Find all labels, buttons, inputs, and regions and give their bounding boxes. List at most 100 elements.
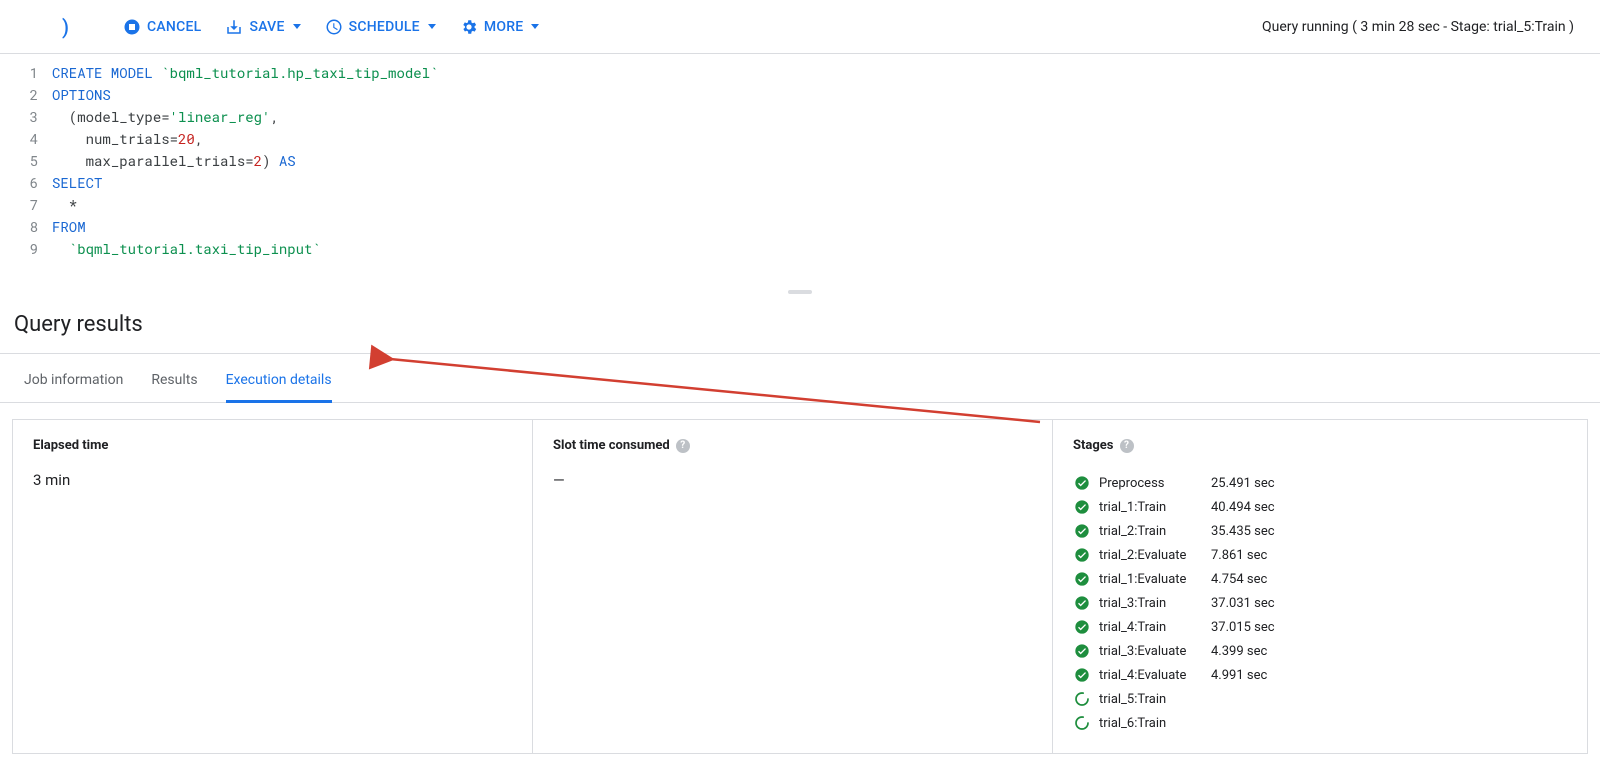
stage-duration: 37.031 sec	[1211, 596, 1275, 611]
more-button[interactable]: MORE	[460, 18, 540, 36]
editor-gutter: 1 2 3 4 5 6 7 8 9	[0, 62, 52, 260]
query-status-text: Query running ( 3 min 28 sec - Stage: tr…	[1262, 19, 1588, 35]
run-button-paren[interactable]: )	[62, 15, 69, 39]
help-icon[interactable]: ?	[1120, 439, 1134, 453]
tab-job-information[interactable]: Job information	[24, 372, 123, 402]
cancel-label: CANCEL	[147, 19, 201, 35]
help-icon[interactable]: ?	[676, 439, 690, 453]
schedule-button[interactable]: SCHEDULE	[325, 18, 436, 36]
stage-duration: 40.494 sec	[1211, 500, 1275, 515]
code-token: num_trials	[86, 129, 170, 148]
stage-name: trial_4:Evaluate	[1099, 668, 1211, 683]
stage-name: Preprocess	[1099, 476, 1211, 491]
line-number: 9	[0, 238, 38, 260]
code-token	[52, 129, 86, 148]
stage-name: trial_1:Evaluate	[1099, 572, 1211, 587]
line-number: 4	[0, 128, 38, 150]
stage-duration: 4.399 sec	[1211, 644, 1267, 659]
chevron-down-icon	[531, 24, 539, 29]
code-token: 20	[178, 129, 195, 148]
editor-code[interactable]: CREATE MODEL `bqml_tutorial.hp_taxi_tip_…	[52, 62, 438, 260]
code-token: ,	[270, 107, 278, 126]
line-number: 2	[0, 84, 38, 106]
code-token: (	[52, 107, 77, 126]
code-token: 'linear_reg'	[170, 107, 271, 126]
line-number: 1	[0, 62, 38, 84]
stage-duration: 4.991 sec	[1211, 668, 1267, 683]
code-token: 2	[254, 151, 262, 170]
stages-table: Preprocess25.491 sectrial_1:Train40.494 …	[1073, 471, 1567, 735]
stage-row: trial_3:Train37.031 sec	[1073, 591, 1567, 615]
stage-duration: 7.861 sec	[1211, 548, 1267, 563]
save-label: SAVE	[249, 19, 284, 35]
stage-name: trial_4:Train	[1099, 620, 1211, 635]
slot-time-column: Slot time consumed ? —	[533, 420, 1053, 753]
execution-details-panel: Elapsed time 3 min Slot time consumed ? …	[12, 419, 1588, 754]
stage-duration: 4.754 sec	[1211, 572, 1267, 587]
slot-time-title: Slot time consumed ?	[553, 438, 1032, 453]
schedule-label: SCHEDULE	[349, 19, 420, 35]
line-number: 7	[0, 194, 38, 216]
line-number: 6	[0, 172, 38, 194]
tab-results[interactable]: Results	[151, 372, 197, 402]
code-token: FROM	[52, 217, 86, 236]
chevron-down-icon	[293, 24, 301, 29]
code-token	[52, 151, 86, 170]
check-circle-icon	[1073, 643, 1091, 659]
code-token: SELECT	[52, 173, 102, 192]
result-tabs: Job information Results Execution detail…	[0, 354, 1600, 403]
code-token: =	[170, 129, 178, 148]
check-circle-icon	[1073, 619, 1091, 635]
tab-execution-details[interactable]: Execution details	[226, 372, 332, 402]
check-circle-icon	[1073, 571, 1091, 587]
line-number: 3	[0, 106, 38, 128]
results-title: Query results	[0, 298, 1600, 353]
stage-row: trial_2:Train35.435 sec	[1073, 519, 1567, 543]
stage-row: trial_3:Evaluate4.399 sec	[1073, 639, 1567, 663]
stage-duration: 37.015 sec	[1211, 620, 1275, 635]
toolbar-left: ) CANCEL SAVE SCHEDULE MORE	[12, 15, 539, 39]
slot-time-title-text: Slot time consumed	[553, 438, 670, 453]
stage-row: trial_4:Train37.015 sec	[1073, 615, 1567, 639]
code-token	[52, 239, 69, 258]
stages-title: Stages ?	[1073, 438, 1567, 453]
sql-editor[interactable]: 1 2 3 4 5 6 7 8 9 CREATE MODEL `bqml_tut…	[0, 54, 1600, 290]
more-label: MORE	[484, 19, 524, 35]
stage-duration: 35.435 sec	[1211, 524, 1275, 539]
save-icon	[225, 18, 243, 36]
progress-icon	[1073, 715, 1091, 731]
gear-icon	[460, 18, 478, 36]
code-token: `bqml_tutorial.taxi_tip_input`	[69, 239, 321, 258]
stage-name: trial_1:Train	[1099, 500, 1211, 515]
code-token: max_parallel_trials	[86, 151, 246, 170]
check-circle-icon	[1073, 667, 1091, 683]
line-number: 5	[0, 150, 38, 172]
stage-name: trial_2:Evaluate	[1099, 548, 1211, 563]
check-circle-icon	[1073, 547, 1091, 563]
check-circle-icon	[1073, 475, 1091, 491]
toolbar: ) CANCEL SAVE SCHEDULE MORE Query runnin…	[0, 0, 1600, 54]
code-token: AS	[279, 151, 296, 170]
elapsed-time-title: Elapsed time	[33, 438, 512, 453]
stage-row: trial_2:Evaluate7.861 sec	[1073, 543, 1567, 567]
code-token: ,	[195, 129, 203, 148]
clock-icon	[325, 18, 343, 36]
code-token: )	[262, 151, 279, 170]
stage-name: trial_2:Train	[1099, 524, 1211, 539]
check-circle-icon	[1073, 595, 1091, 611]
code-token: OPTIONS	[52, 85, 111, 104]
stages-title-text: Stages	[1073, 438, 1114, 453]
stages-column: Stages ? Preprocess25.491 sectrial_1:Tra…	[1053, 420, 1587, 753]
elapsed-time-value: 3 min	[33, 471, 512, 489]
resize-handle[interactable]	[0, 290, 1600, 298]
stage-name: trial_3:Evaluate	[1099, 644, 1211, 659]
line-number: 8	[0, 216, 38, 238]
stage-row: trial_4:Evaluate4.991 sec	[1073, 663, 1567, 687]
save-button[interactable]: SAVE	[225, 18, 300, 36]
check-circle-icon	[1073, 499, 1091, 515]
code-token: =	[245, 151, 253, 170]
cancel-button[interactable]: CANCEL	[123, 18, 201, 36]
chevron-down-icon	[428, 24, 436, 29]
code-token: model_type	[77, 107, 161, 126]
stage-row: trial_1:Evaluate4.754 sec	[1073, 567, 1567, 591]
